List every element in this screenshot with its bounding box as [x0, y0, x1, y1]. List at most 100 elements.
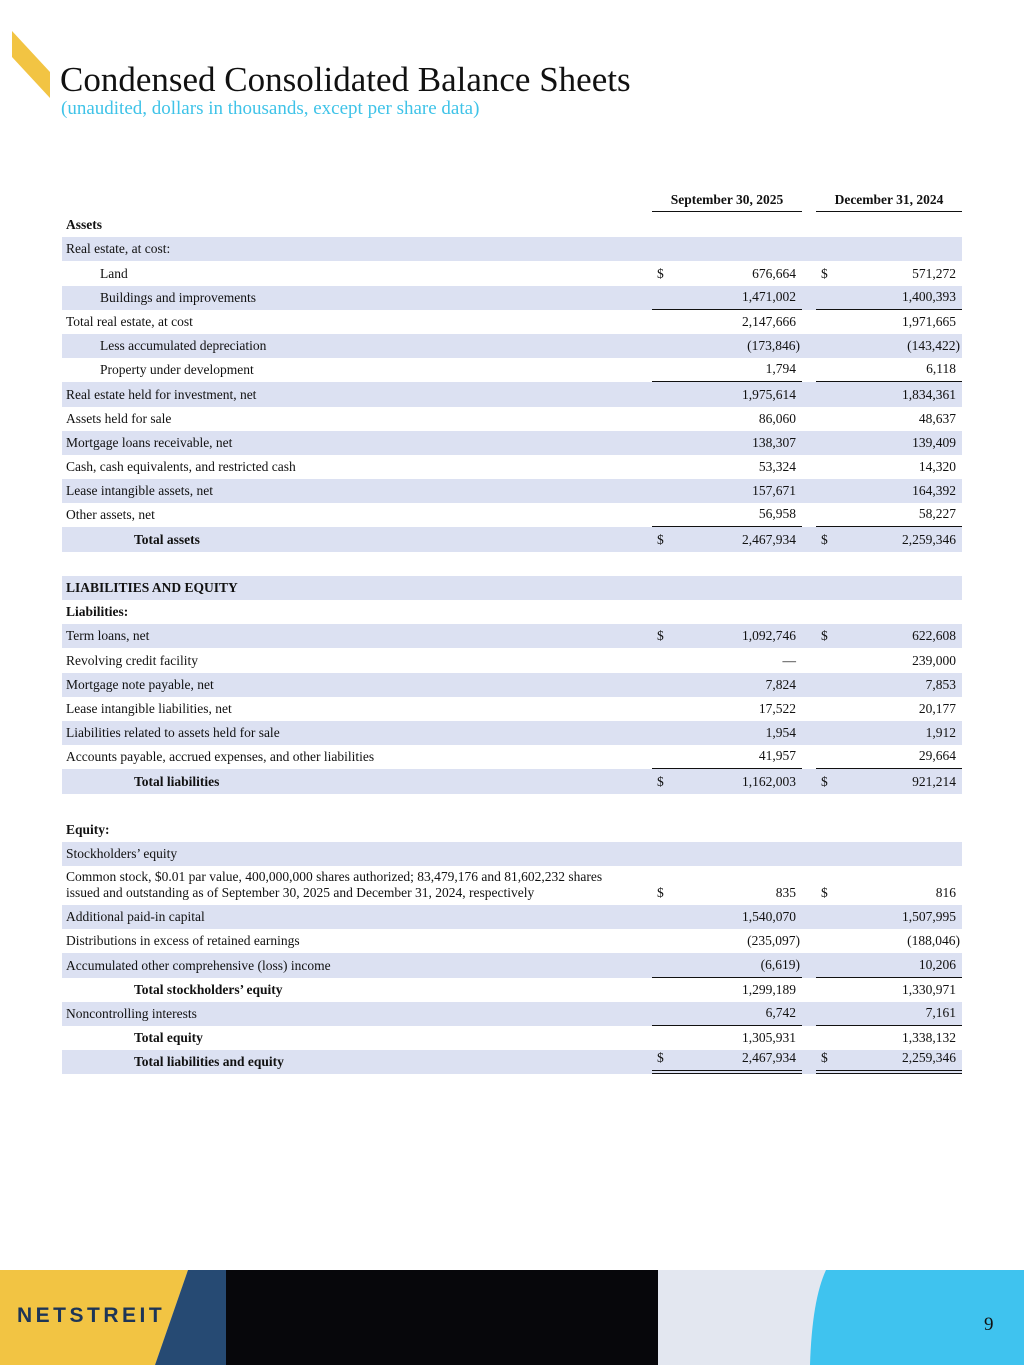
footer-yellow	[0, 1270, 188, 1365]
amount: —	[782, 652, 797, 668]
amount: 56,958	[758, 506, 796, 522]
value-cell: 1,330,971	[816, 978, 962, 1002]
amount: 7,161	[925, 1005, 956, 1020]
table-row: Total assets $2,467,934 $2,259,346	[62, 527, 962, 552]
table-row: Real estate held for investment, net 1,97…	[62, 382, 962, 407]
value-cell: $2,259,346	[816, 1050, 962, 1075]
table-row: Land $676,664 $571,272	[62, 261, 962, 285]
value-cell: $921,214	[816, 769, 962, 793]
amount: (143,422)	[907, 338, 960, 354]
table-row: Total liabilities $1,162,003 $921,214	[62, 769, 962, 794]
row-label: Total liabilities and equity	[134, 1054, 284, 1070]
amount: 1,975,614	[742, 386, 796, 402]
row-label: LIABILITIES AND EQUITY	[66, 580, 238, 595]
currency-symbol: $	[657, 1050, 664, 1066]
table-row: Total liabilities and equity $2,467,934 $2…	[62, 1050, 962, 1075]
table-row: Lease intangible assets, net 157,671 164,3…	[62, 479, 962, 504]
amount: 2,147,666	[742, 313, 796, 329]
value-cell: (6,619)	[652, 953, 802, 978]
value-cell: 29,664	[816, 745, 962, 770]
row-label: Buildings and improvements	[100, 289, 256, 305]
row-label: Noncontrolling interests	[66, 1006, 197, 1021]
value-cell: 1,912	[816, 721, 962, 745]
amount: 1,971,665	[902, 313, 956, 329]
value-cell: 53,324	[652, 455, 802, 479]
amount: 10,206	[918, 956, 956, 972]
amount: 17,522	[758, 700, 796, 716]
amount: 48,637	[918, 410, 956, 426]
logo-mark	[12, 31, 50, 98]
row-label: Equity:	[66, 821, 110, 837]
currency-symbol: $	[821, 628, 828, 644]
amount: (188,046)	[907, 933, 960, 949]
amount: 1,400,393	[902, 288, 956, 304]
value-cell: 6,742	[652, 1002, 802, 1026]
value-cell: $622,608	[816, 624, 962, 648]
row-label: Property under development	[100, 362, 254, 378]
value-cell: 139,409	[816, 431, 962, 455]
currency-symbol: $	[657, 531, 664, 547]
amount: 2,259,346	[902, 531, 956, 547]
amount: 622,608	[912, 628, 956, 644]
value-cell: 7,161	[816, 1002, 962, 1026]
value-cell: $676,664	[652, 261, 802, 285]
footer-band	[0, 1270, 1024, 1365]
table-row: Stockholders’ equity	[62, 841, 962, 867]
row-label: Liabilities related to assets held for s…	[66, 725, 280, 741]
table-row: Liabilities:	[62, 600, 962, 624]
row-label: Liabilities:	[66, 604, 129, 620]
table-row: Accumulated other comprehensive (loss) i…	[62, 953, 962, 978]
row-label: Real estate, at cost:	[66, 241, 171, 257]
amount: 2,467,934	[742, 531, 796, 547]
table-row: Real estate, at cost:	[62, 237, 962, 262]
column-header: December 31, 2024	[816, 192, 962, 212]
amount: 6,742	[765, 1005, 796, 1020]
value-cell: 1,794	[652, 358, 802, 383]
table-row: Assets held for sale 86,060 48,637	[62, 407, 962, 431]
value-cell: 164,392	[816, 479, 962, 503]
table-row: LIABILITIES AND EQUITY	[62, 575, 962, 600]
table-row: Accounts payable, accrued expenses, and …	[62, 745, 962, 770]
row-label: Lease intangible assets, net	[66, 483, 213, 499]
value-cell: 6,118	[816, 358, 962, 383]
amount: 1,092,746	[742, 628, 796, 644]
value-cell: 1,338,132	[816, 1026, 962, 1050]
table-row: Mortgage loans receivable, net 138,307 139…	[62, 430, 962, 455]
table-row: Term loans, net $1,092,746 $622,608	[62, 624, 962, 649]
row-label: Total assets	[134, 531, 200, 547]
value-cell: 14,320	[816, 455, 962, 479]
amount: 1,507,995	[902, 909, 956, 925]
table-row: Property under development 1,794 6,118	[62, 358, 962, 383]
table-row: Distributions in excess of retained earn…	[62, 929, 962, 953]
table-row: Total real estate, at cost 2,147,666 1,971…	[62, 310, 962, 334]
amount: (235,097)	[747, 933, 800, 949]
value-cell: $1,162,003	[652, 769, 802, 793]
value-cell: 1,834,361	[816, 382, 962, 406]
value-cell: 48,637	[816, 407, 962, 431]
row-label: Mortgage note payable, net	[66, 676, 214, 692]
amount: 1,954	[765, 725, 796, 741]
row-label: Real estate held for investment, net	[66, 386, 257, 402]
value-cell: (143,422)	[816, 334, 962, 358]
table-row: Lease intangible liabilities, net 17,522 2…	[62, 697, 962, 721]
row-label: Lease intangible liabilities, net	[66, 700, 232, 716]
value-cell: 1,299,189	[652, 978, 802, 1002]
amount: 921,214	[912, 773, 956, 789]
column-header: September 30, 2025	[652, 192, 802, 212]
row-label: Accumulated other comprehensive (loss) i…	[66, 957, 331, 973]
amount: 1,299,189	[742, 981, 796, 997]
value-cell: $835	[652, 881, 802, 905]
amount: 6,118	[926, 361, 956, 377]
currency-symbol: $	[657, 265, 664, 281]
amount: 58,227	[918, 506, 956, 522]
table-row: Equity:	[62, 818, 962, 842]
value-cell: 86,060	[652, 407, 802, 431]
row-label: Distributions in excess of retained earn…	[66, 933, 300, 949]
amount: 20,177	[918, 700, 956, 716]
value-cell: 1,540,070	[652, 905, 802, 929]
table-row: Less accumulated depreciation (173,846) (1…	[62, 333, 962, 359]
value-cell: (173,846)	[652, 334, 802, 358]
currency-symbol: $	[657, 773, 664, 789]
value-cell: 10,206	[816, 953, 962, 978]
row-label: Total equity	[134, 1030, 203, 1046]
